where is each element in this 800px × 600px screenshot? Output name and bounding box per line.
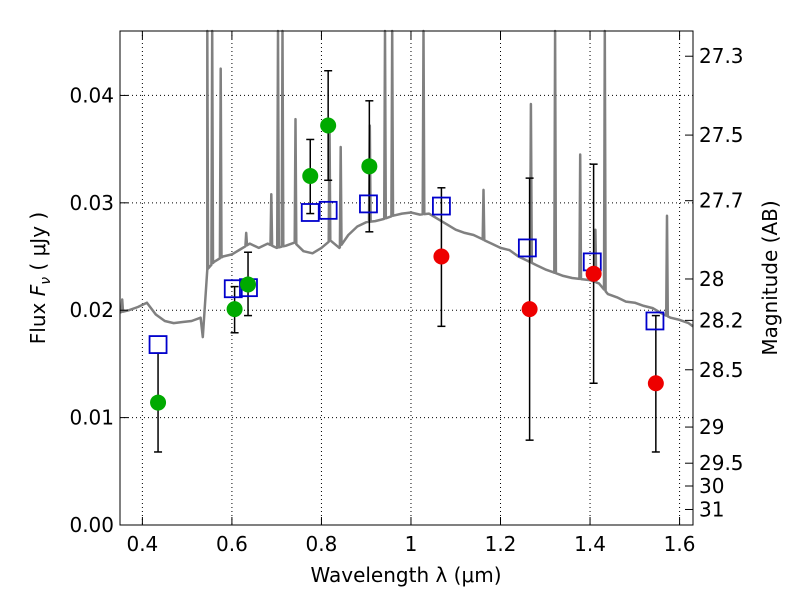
y2-tick-label: 30 (699, 474, 724, 498)
observed-flux-point-detected (150, 394, 167, 411)
model-sed-line (119, 29, 694, 339)
y2-tick-label: 27.7 (699, 189, 744, 213)
observed-flux-point-detected (240, 276, 257, 293)
y2-tick-label: 28 (699, 267, 724, 291)
x-tick-label: 1.6 (664, 532, 696, 556)
y2-axis-title: Magnitude (AB) (758, 200, 782, 355)
observed-flux-point-detected (320, 117, 337, 134)
x-tick-label: 0.8 (306, 532, 338, 556)
y2-tick-label: 29 (699, 415, 724, 439)
axis-ticks (120, 31, 693, 526)
observed-flux-point-low-sn (647, 375, 664, 392)
model-photometry-box (645, 311, 665, 331)
model-sed-spectrum (119, 29, 694, 339)
y2-tick-label: 27.5 (699, 123, 744, 147)
plot-frame (119, 30, 694, 526)
y2-tick-label: 28.2 (699, 308, 744, 332)
observed-flux-point-detected (302, 167, 319, 184)
y-tick-label: 0.03 (69, 191, 114, 215)
observed-flux-point-low-sn (433, 248, 450, 265)
model-photometry-box (432, 196, 451, 216)
model-photometry-box (300, 203, 320, 222)
y-tick-label: 0.02 (69, 298, 114, 322)
y2-tick-label: 31 (699, 497, 724, 521)
y-tick-label: 0.00 (69, 513, 114, 537)
observed-flux-point-detected (226, 301, 243, 318)
observed-flux-point-low-sn (521, 301, 538, 318)
x-tick-label: 1.4 (574, 532, 606, 556)
model-photometry-box (148, 335, 168, 354)
tick-labels: 0.4 0.6 0.8 1 1.2 1.4 1.6 0.00 0.01 0.02 0.03 0.04 2… (69, 44, 743, 556)
observed-flux-point-low-sn (585, 265, 602, 282)
x-tick-label: 0.6 (216, 532, 248, 556)
model-photometry-box (517, 238, 537, 258)
y-axis-title-subscript: ν (38, 277, 54, 285)
y-axis-title: Flux Fν ( μJy ) (26, 212, 54, 344)
y-tick-label: 0.01 (69, 406, 114, 430)
x-axis-title: Wavelength λ (μm) (310, 563, 501, 587)
x-tick-label: 1.2 (485, 532, 517, 556)
y2-tick-label: 28.5 (699, 358, 744, 382)
x-tick-label: 1 (405, 532, 418, 556)
observed-flux-point-detected (361, 158, 378, 175)
y-axis-title-units: ( μJy ) (26, 212, 50, 277)
model-photometry-box (359, 194, 378, 214)
model-photometry-box (318, 200, 338, 220)
observed-flux-markers (150, 117, 664, 411)
y2-tick-label: 27.3 (699, 44, 744, 68)
y2-tick-label: 29.5 (699, 451, 744, 475)
y-axis-title-prefix: Flux (26, 296, 50, 344)
y-tick-label: 0.04 (69, 83, 114, 107)
y-axis-title-symbol: F (26, 284, 50, 296)
x-tick-label: 0.4 (126, 532, 158, 556)
